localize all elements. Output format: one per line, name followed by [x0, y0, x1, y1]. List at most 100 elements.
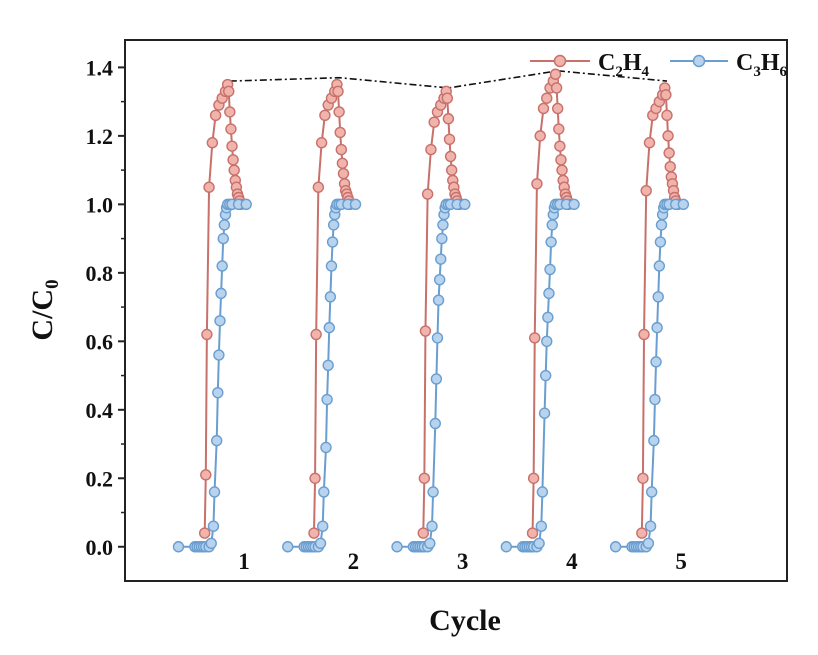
data-point-c3h6 [324, 291, 337, 303]
data-point-c3h6 [326, 236, 339, 248]
data-point-c3h6 [429, 417, 441, 430]
data-point-c2h4 [550, 82, 563, 94]
data-point-c2h4 [531, 178, 543, 190]
data-point-c3h6 [568, 198, 580, 211]
data-point-c3h6 [650, 356, 662, 368]
data-point-c3h6 [327, 219, 340, 231]
data-point-c3h6 [318, 486, 330, 498]
data-point-c2h4 [337, 167, 350, 180]
data-point-c2h4 [661, 109, 673, 122]
data-point-c3h6 [211, 434, 223, 447]
data-point-c3h6 [317, 520, 329, 532]
data-point-c3h6 [644, 520, 657, 532]
data-point-c3h6 [213, 349, 225, 361]
data-point-c3h6 [391, 541, 403, 553]
y-tick-label: 1.0 [86, 192, 114, 217]
data-point-c3h6 [172, 541, 185, 553]
legend: C2H4 C3H6 [530, 50, 788, 80]
data-point-c3h6 [212, 386, 224, 399]
data-point-c3h6 [546, 219, 558, 231]
data-point-c2h4 [529, 332, 541, 344]
data-point-c2h4 [418, 472, 431, 484]
plot-area-frame [124, 39, 788, 582]
data-point-c3h6 [205, 537, 217, 550]
data-point-c3h6 [541, 335, 553, 348]
data-point-c2h4 [425, 143, 437, 156]
y-tick-label: 0.6 [86, 329, 114, 354]
data-point-c3h6 [535, 520, 547, 532]
data-point-c3h6 [653, 260, 666, 272]
data-point-c3h6 [538, 407, 551, 419]
data-point-c2h4 [319, 109, 331, 122]
data-point-c2h4 [308, 527, 320, 539]
data-point-c2h4 [201, 328, 213, 341]
cycle-label: 5 [675, 549, 687, 574]
cycle-label: 1 [238, 549, 250, 574]
data-point-c2h4 [445, 164, 458, 176]
cycle-labels: 1 2 3 4 5 [238, 549, 687, 574]
data-point-c3h6 [426, 520, 438, 532]
data-point-c3h6 [542, 311, 554, 324]
data-point-c3h6 [432, 294, 445, 306]
data-point-c2h4 [419, 325, 432, 337]
data-point-c2h4 [417, 527, 429, 539]
peak-trend-line [229, 70, 668, 89]
data-point-c3h6 [322, 359, 334, 371]
data-point-c2h4 [421, 188, 434, 200]
data-point-c2h4 [223, 85, 235, 98]
data-point-c2h4 [637, 472, 649, 484]
data-point-c2h4 [333, 106, 345, 118]
data-point-c2h4 [428, 116, 440, 128]
y-tick-label: 1.4 [86, 55, 114, 80]
data-point-c2h4 [553, 123, 565, 135]
series-c3h6 [172, 198, 690, 553]
data-point-c2h4 [549, 68, 562, 80]
data-point-c2h4 [224, 106, 236, 118]
y-tick-label: 0.2 [86, 466, 114, 491]
legend-label-c2h4: C2H4 [598, 50, 650, 80]
data-point-c3h6 [215, 287, 227, 300]
data-point-c3h6 [435, 253, 447, 265]
data-point-c2h4 [441, 92, 454, 104]
data-point-c3h6 [208, 486, 221, 498]
data-point-c2h4 [209, 109, 222, 122]
data-point-c2h4 [198, 527, 211, 539]
data-point-c3h6 [655, 219, 668, 231]
legend-marker-c3h6 [692, 54, 706, 68]
data-point-c3h6 [320, 441, 332, 454]
cycle-label: 3 [457, 549, 469, 574]
data-point-c2h4 [526, 527, 539, 539]
data-point-c2h4 [226, 140, 238, 152]
data-point-c2h4 [227, 154, 239, 166]
data-point-c3h6 [323, 321, 335, 334]
data-point-c3h6 [218, 219, 231, 231]
data-point-c2h4 [335, 143, 347, 156]
data-point-c3h6 [436, 232, 448, 245]
peak-trend-path [229, 70, 668, 89]
data-point-c2h4 [660, 89, 672, 101]
data-point-c2h4 [555, 154, 567, 166]
legend-label-c3h6: C3H6 [736, 50, 788, 80]
data-point-c3h6 [544, 263, 556, 276]
legend-marker-c2h4 [553, 54, 567, 68]
data-point-c3h6 [314, 537, 327, 550]
data-point-c3h6 [433, 273, 446, 286]
y-tick-label: 1.2 [86, 124, 114, 149]
data-point-c3h6 [424, 537, 436, 550]
series-line-c2h4-cycle-1 [203, 84, 242, 534]
series-group [172, 68, 690, 553]
data-point-c2h4 [663, 147, 675, 159]
data-point-c3h6 [654, 236, 667, 248]
data-point-c3h6 [349, 198, 362, 211]
data-point-c3h6 [648, 434, 660, 447]
data-point-c3h6 [207, 520, 220, 532]
data-point-c2h4 [638, 328, 650, 341]
data-point-c3h6 [430, 373, 443, 385]
y-axis: 0.0 0.2 0.4 0.6 0.8 1.0 1.2 1.4 [86, 55, 125, 560]
data-point-c3h6 [545, 236, 557, 248]
cycle-label: 2 [348, 549, 360, 574]
data-point-c3h6 [325, 260, 338, 272]
y-tick-label: 0.4 [86, 398, 114, 423]
data-point-c3h6 [649, 393, 661, 406]
